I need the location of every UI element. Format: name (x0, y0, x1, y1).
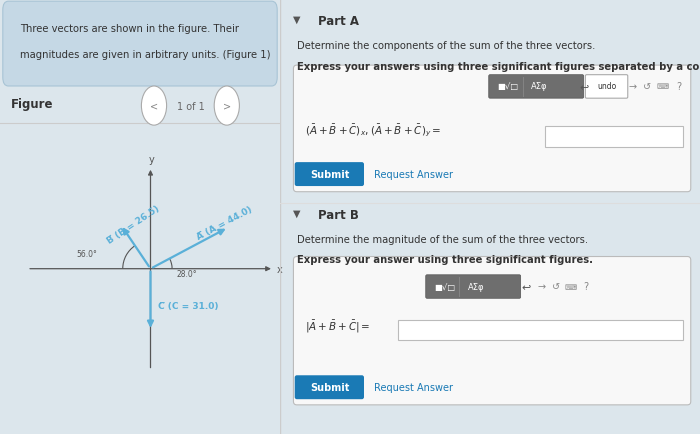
Text: $|\bar{A}+\bar{B}+\bar{C}|=$: $|\bar{A}+\bar{B}+\bar{C}|=$ (305, 318, 371, 335)
Text: Express your answer using three significant figures.: Express your answer using three signific… (297, 255, 593, 265)
Text: →: → (538, 282, 546, 291)
Text: ↺: ↺ (643, 82, 652, 92)
Text: ?: ? (583, 282, 588, 291)
FancyBboxPatch shape (3, 2, 277, 87)
Text: ?: ? (676, 82, 682, 92)
Text: ▼: ▼ (293, 15, 300, 25)
Text: B̅ (B = 26.5): B̅ (B = 26.5) (105, 204, 161, 245)
Text: Request Answer: Request Answer (374, 383, 454, 392)
Text: A̅ (A = 44.0): A̅ (A = 44.0) (195, 205, 253, 242)
Text: x: x (277, 264, 283, 274)
Circle shape (141, 87, 167, 126)
Text: Determine the magnitude of the sum of the three vectors.: Determine the magnitude of the sum of th… (297, 234, 588, 244)
Text: Figure: Figure (11, 98, 54, 111)
FancyBboxPatch shape (545, 127, 683, 148)
Text: →: → (629, 82, 637, 92)
FancyBboxPatch shape (295, 163, 364, 187)
FancyBboxPatch shape (585, 76, 628, 99)
Text: 1 of 1: 1 of 1 (176, 102, 204, 111)
Text: y: y (149, 155, 155, 164)
FancyBboxPatch shape (489, 76, 584, 99)
Text: ΑΣφ: ΑΣφ (468, 282, 484, 291)
Text: Determine the components of the sum of the three vectors.: Determine the components of the sum of t… (297, 41, 595, 51)
Text: <: < (150, 102, 158, 111)
Text: >: > (223, 102, 231, 111)
Text: ↩: ↩ (580, 82, 589, 92)
Text: 28.0°: 28.0° (176, 270, 197, 279)
Text: Submit: Submit (310, 170, 349, 180)
FancyBboxPatch shape (293, 66, 691, 192)
Text: 56.0°: 56.0° (76, 250, 97, 259)
FancyBboxPatch shape (426, 275, 521, 299)
Text: ↩: ↩ (522, 282, 531, 291)
Text: Request Answer: Request Answer (374, 170, 454, 180)
Text: $(\bar{A}+\bar{B}+\bar{C})_x,(\bar{A}+\bar{B}+\bar{C})_y=$: $(\bar{A}+\bar{B}+\bar{C})_x,(\bar{A}+\b… (305, 122, 442, 138)
FancyBboxPatch shape (293, 257, 691, 405)
Text: magnitudes are given in arbitrary units. (Figure 1): magnitudes are given in arbitrary units.… (20, 49, 270, 59)
Text: ΑΣφ: ΑΣφ (531, 82, 547, 91)
Text: ↺: ↺ (552, 282, 561, 291)
Text: Submit: Submit (310, 383, 349, 392)
FancyBboxPatch shape (295, 375, 364, 399)
Text: ⌨: ⌨ (656, 82, 668, 91)
Text: ⌨: ⌨ (565, 282, 577, 291)
Text: Express your answers using three significant figures separated by a comma.: Express your answers using three signifi… (297, 62, 700, 72)
Text: Three vectors are shown in the figure. Their: Three vectors are shown in the figure. T… (20, 24, 239, 34)
FancyBboxPatch shape (398, 320, 683, 341)
Circle shape (214, 87, 239, 126)
Text: ■√□: ■√□ (498, 82, 519, 91)
Text: Part A: Part A (318, 15, 359, 28)
Text: Part B: Part B (318, 208, 358, 221)
Text: ▼: ▼ (293, 208, 300, 218)
Text: ■√□: ■√□ (435, 282, 456, 291)
Text: C̅ (C = 31.0): C̅ (C = 31.0) (158, 302, 218, 311)
Text: undo: undo (597, 82, 617, 91)
